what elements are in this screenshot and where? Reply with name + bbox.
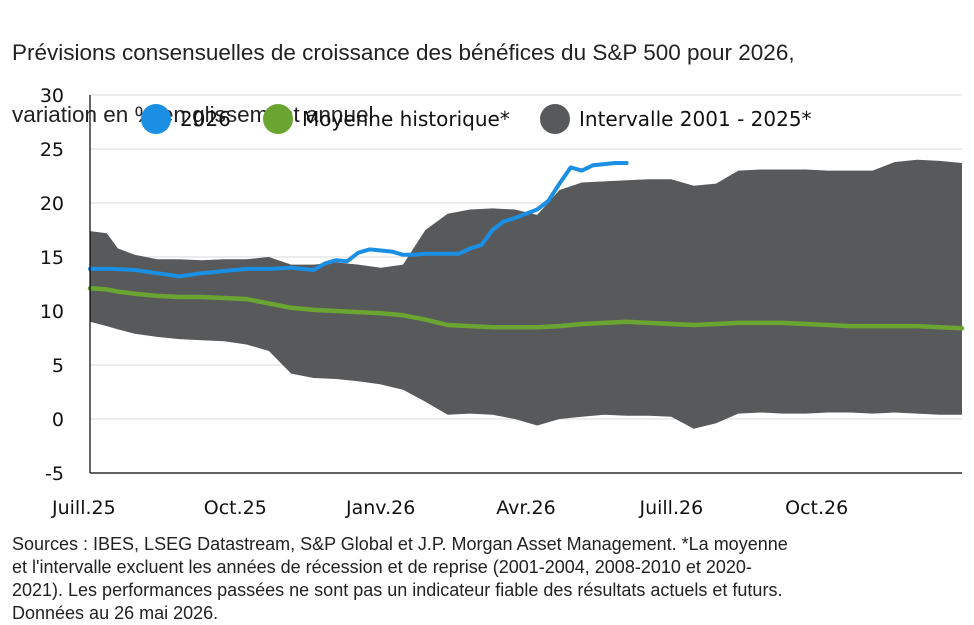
- source-line-2: et l'intervalle excluent les années de r…: [12, 557, 752, 577]
- source-line-4: Données au 26 mai 2026.: [12, 603, 219, 623]
- chart-title: Prévisions consensuelles de croissance d…: [12, 6, 972, 161]
- legend-label: Moyenne historique*: [302, 107, 510, 131]
- x-tick-label: Juill.26: [638, 497, 703, 519]
- y-tick-label: -5: [45, 463, 64, 485]
- y-tick-label: 10: [40, 301, 64, 323]
- y-tick-label: 25: [40, 139, 64, 161]
- x-tick-label: Avr.26: [496, 497, 555, 519]
- range-band-area: [90, 159, 962, 429]
- legend-swatch: [263, 104, 293, 134]
- series-lines: [87, 161, 965, 331]
- chart-title-line-1: Prévisions consensuelles de croissance d…: [12, 40, 795, 65]
- source-line-1: Sources : IBES, LSEG Datastream, S&P Glo…: [12, 534, 788, 554]
- x-axis-tick-labels: Juill.25 Oct.25 Janv.26 Avr.26 Juill.26 Oct.2…: [51, 497, 848, 519]
- x-tick-label: Janv.26: [345, 497, 415, 519]
- y-axis-tick-labels: -5 0 5 10 15 20 25 30: [40, 85, 64, 485]
- x-tick-label: Oct.26: [785, 497, 848, 519]
- y-tick-label: 30: [40, 85, 64, 107]
- series-line-moyenne-historique: [87, 286, 965, 331]
- range-band: [90, 159, 962, 429]
- y-tick-label: 15: [40, 247, 64, 269]
- legend-swatch: [540, 104, 570, 134]
- source-line-3: 2021). Les performances passées ne sont …: [12, 580, 783, 600]
- axes: [89, 95, 962, 474]
- source-note: Sources : IBES, LSEG Datastream, S&P Glo…: [12, 533, 974, 625]
- y-tick-label: 0: [52, 409, 64, 431]
- legend: 2026 Moyenne historique* Intervalle 2001 -…: [141, 104, 812, 134]
- legend-label: 2026: [180, 107, 231, 131]
- legend-swatch: [141, 104, 171, 134]
- x-tick-label: Juill.25: [51, 497, 116, 519]
- y-tick-label: 5: [52, 355, 64, 377]
- earnings-growth-chart: -5 0 5 10 15 20 25 30 Juill.25 Oct.25 Janv.26 Avr.…: [40, 85, 965, 519]
- x-tick-label: Oct.25: [204, 497, 267, 519]
- series-line-2026: [88, 161, 629, 279]
- legend-label: Intervalle 2001 - 2025*: [579, 107, 812, 131]
- y-tick-label: 20: [40, 193, 64, 215]
